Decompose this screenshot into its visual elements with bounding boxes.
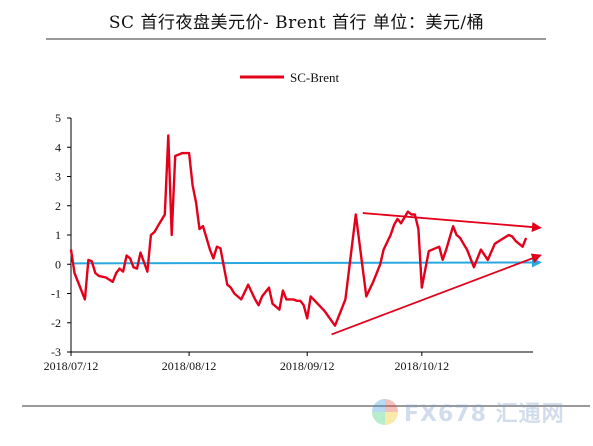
chart-legend: SC-Brent xyxy=(240,70,340,85)
footer-divider xyxy=(22,405,590,407)
zero-reference-line xyxy=(70,257,542,268)
title-divider xyxy=(46,38,546,40)
upper-trend-arrow xyxy=(362,212,542,233)
y-tick-label: 1 xyxy=(55,228,61,242)
watermark-text: FX678 汇通网 xyxy=(404,402,565,427)
x-tick-label: 2018/10/12 xyxy=(395,359,450,373)
y-tick-label: -2 xyxy=(51,316,61,330)
x-tick-label: 2018/09/12 xyxy=(280,359,335,373)
sc-brent-line-chart: SC-Brent -3 -2 -1 0 1 2 3 4 5 2018/07/12 2018/08/1… xyxy=(44,70,542,373)
chart-axes: -3 -2 -1 0 1 2 3 4 5 2018/07/12 2018/08/12 2018/09/… xyxy=(44,111,533,373)
chart-title: SC 首行夜盘美元价- Brent 首行 单位：美元/桶 xyxy=(108,13,485,33)
y-tick-label: 0 xyxy=(55,257,61,271)
legend-label-sc-brent: SC-Brent xyxy=(290,70,340,85)
series-line-sc-brent xyxy=(69,134,528,327)
x-tick-label: 2018/07/12 xyxy=(44,359,99,373)
y-tick-label: 2 xyxy=(55,199,61,213)
x-tick-label: 2018/08/12 xyxy=(162,359,217,373)
lower-trend-arrow xyxy=(331,253,542,336)
y-tick-label: 4 xyxy=(55,140,61,154)
y-tick-label: -1 xyxy=(51,287,61,301)
y-tick-label: 3 xyxy=(55,170,61,184)
y-tick-label: -3 xyxy=(51,345,61,359)
watermark: FX678 汇通网 xyxy=(372,397,582,427)
plot-area xyxy=(69,134,542,336)
fx678-logo-icon xyxy=(372,399,398,425)
y-tick-label: 5 xyxy=(55,111,61,125)
